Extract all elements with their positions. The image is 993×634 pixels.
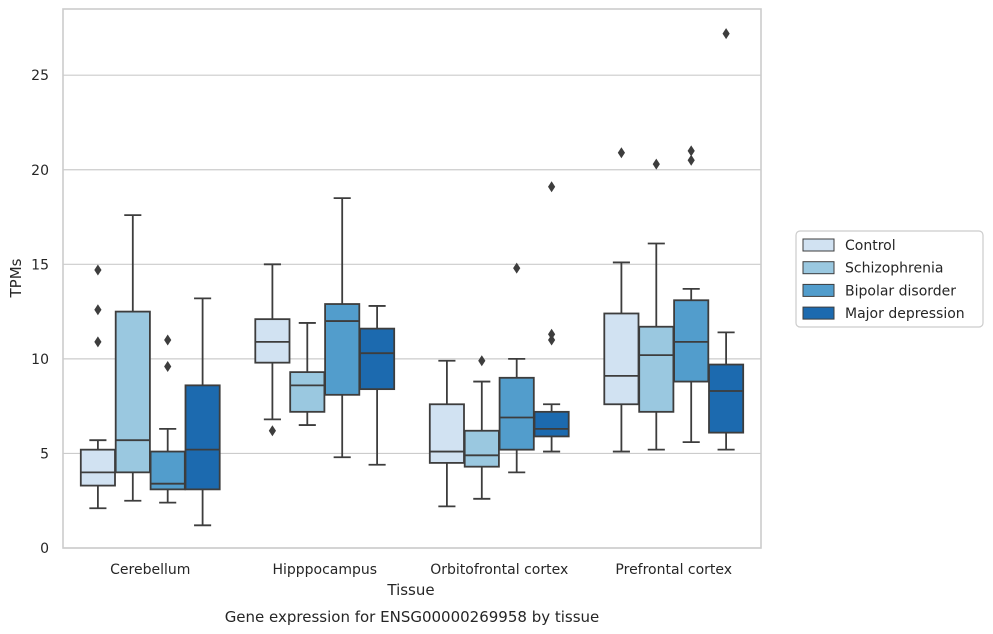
box-body (708, 363, 745, 434)
x-axis-label: Tissue (386, 581, 434, 599)
box-body (359, 327, 396, 391)
legend-label: Bipolar disorder (845, 283, 956, 299)
legend-label: Major depression (845, 306, 965, 322)
outlier-marker (687, 145, 695, 157)
y-axis-label: TPMs (7, 258, 25, 298)
outlier-marker (513, 262, 521, 274)
box-body (79, 448, 116, 487)
plot-area: 0 5 10 15 20 25 Cerebellum Hipppocampus Orbitofr… (31, 8, 762, 578)
outlier-marker (548, 181, 556, 193)
box-schizophrenia (289, 322, 326, 426)
box-body (254, 318, 291, 364)
box-bipolar-disorder (498, 262, 535, 474)
legend-swatch (802, 238, 835, 252)
box-body (428, 403, 465, 464)
box-body (324, 303, 361, 396)
box-schizophrenia (114, 214, 151, 502)
outlier-marker (652, 158, 660, 170)
legend-swatch (802, 306, 835, 320)
y-tick-label: 25 (31, 68, 49, 84)
y-tick-label: 5 (40, 446, 49, 462)
x-tick-label: Hipppocampus (272, 562, 377, 578)
box-bipolar-disorder (149, 334, 186, 504)
box-control (254, 263, 291, 437)
legend: Control Schizophrenia Bipolar disorder Majo… (795, 230, 984, 328)
y-tick-label: 10 (31, 352, 49, 368)
box-bipolar-disorder (673, 145, 710, 443)
x-tick-label: Orbitofrontal cortex (430, 562, 568, 578)
outlier-marker (164, 334, 172, 346)
plot-frame (62, 8, 762, 549)
outlier-marker (94, 336, 102, 348)
box-major-depression (533, 181, 570, 453)
outlier-marker (94, 264, 102, 276)
box-body (498, 376, 535, 451)
box-control (603, 147, 640, 453)
x-tick-label: Prefrontal cortex (615, 562, 732, 578)
y-tick-label: 20 (31, 163, 49, 179)
figure-caption: Gene expression for ENSG00000269958 by t… (225, 608, 600, 626)
outlier-marker (722, 28, 730, 40)
box-major-depression (184, 297, 221, 527)
box-body (638, 325, 675, 413)
y-tick-label: 15 (31, 257, 49, 273)
box-schizophrenia (638, 158, 675, 451)
box-major-depression (359, 305, 396, 466)
box-body (289, 371, 326, 413)
legend-swatch (802, 283, 835, 297)
box-body (114, 310, 151, 474)
outlier-marker (548, 334, 556, 346)
outlier-marker (268, 425, 276, 437)
box-body (603, 312, 640, 406)
box-body (463, 429, 500, 468)
y-tick-label: 0 (40, 541, 49, 557)
outlier-marker (687, 154, 695, 166)
outlier-marker (548, 328, 556, 340)
box-body (184, 384, 221, 491)
box-major-depression (708, 28, 745, 451)
x-tick-label: Cerebellum (110, 562, 190, 578)
outlier-marker (478, 355, 486, 367)
box-control (428, 359, 465, 508)
box-control (79, 264, 116, 510)
box-body (533, 410, 570, 438)
legend-frame (795, 230, 984, 328)
legend-label: Schizophrenia (845, 261, 943, 277)
outlier-marker (94, 304, 102, 316)
box-body (673, 299, 710, 383)
legend-label: Control (845, 238, 896, 254)
legend-swatch (802, 261, 835, 275)
box-bipolar-disorder (324, 197, 361, 459)
outlier-marker (164, 360, 172, 372)
outlier-marker (617, 147, 625, 159)
